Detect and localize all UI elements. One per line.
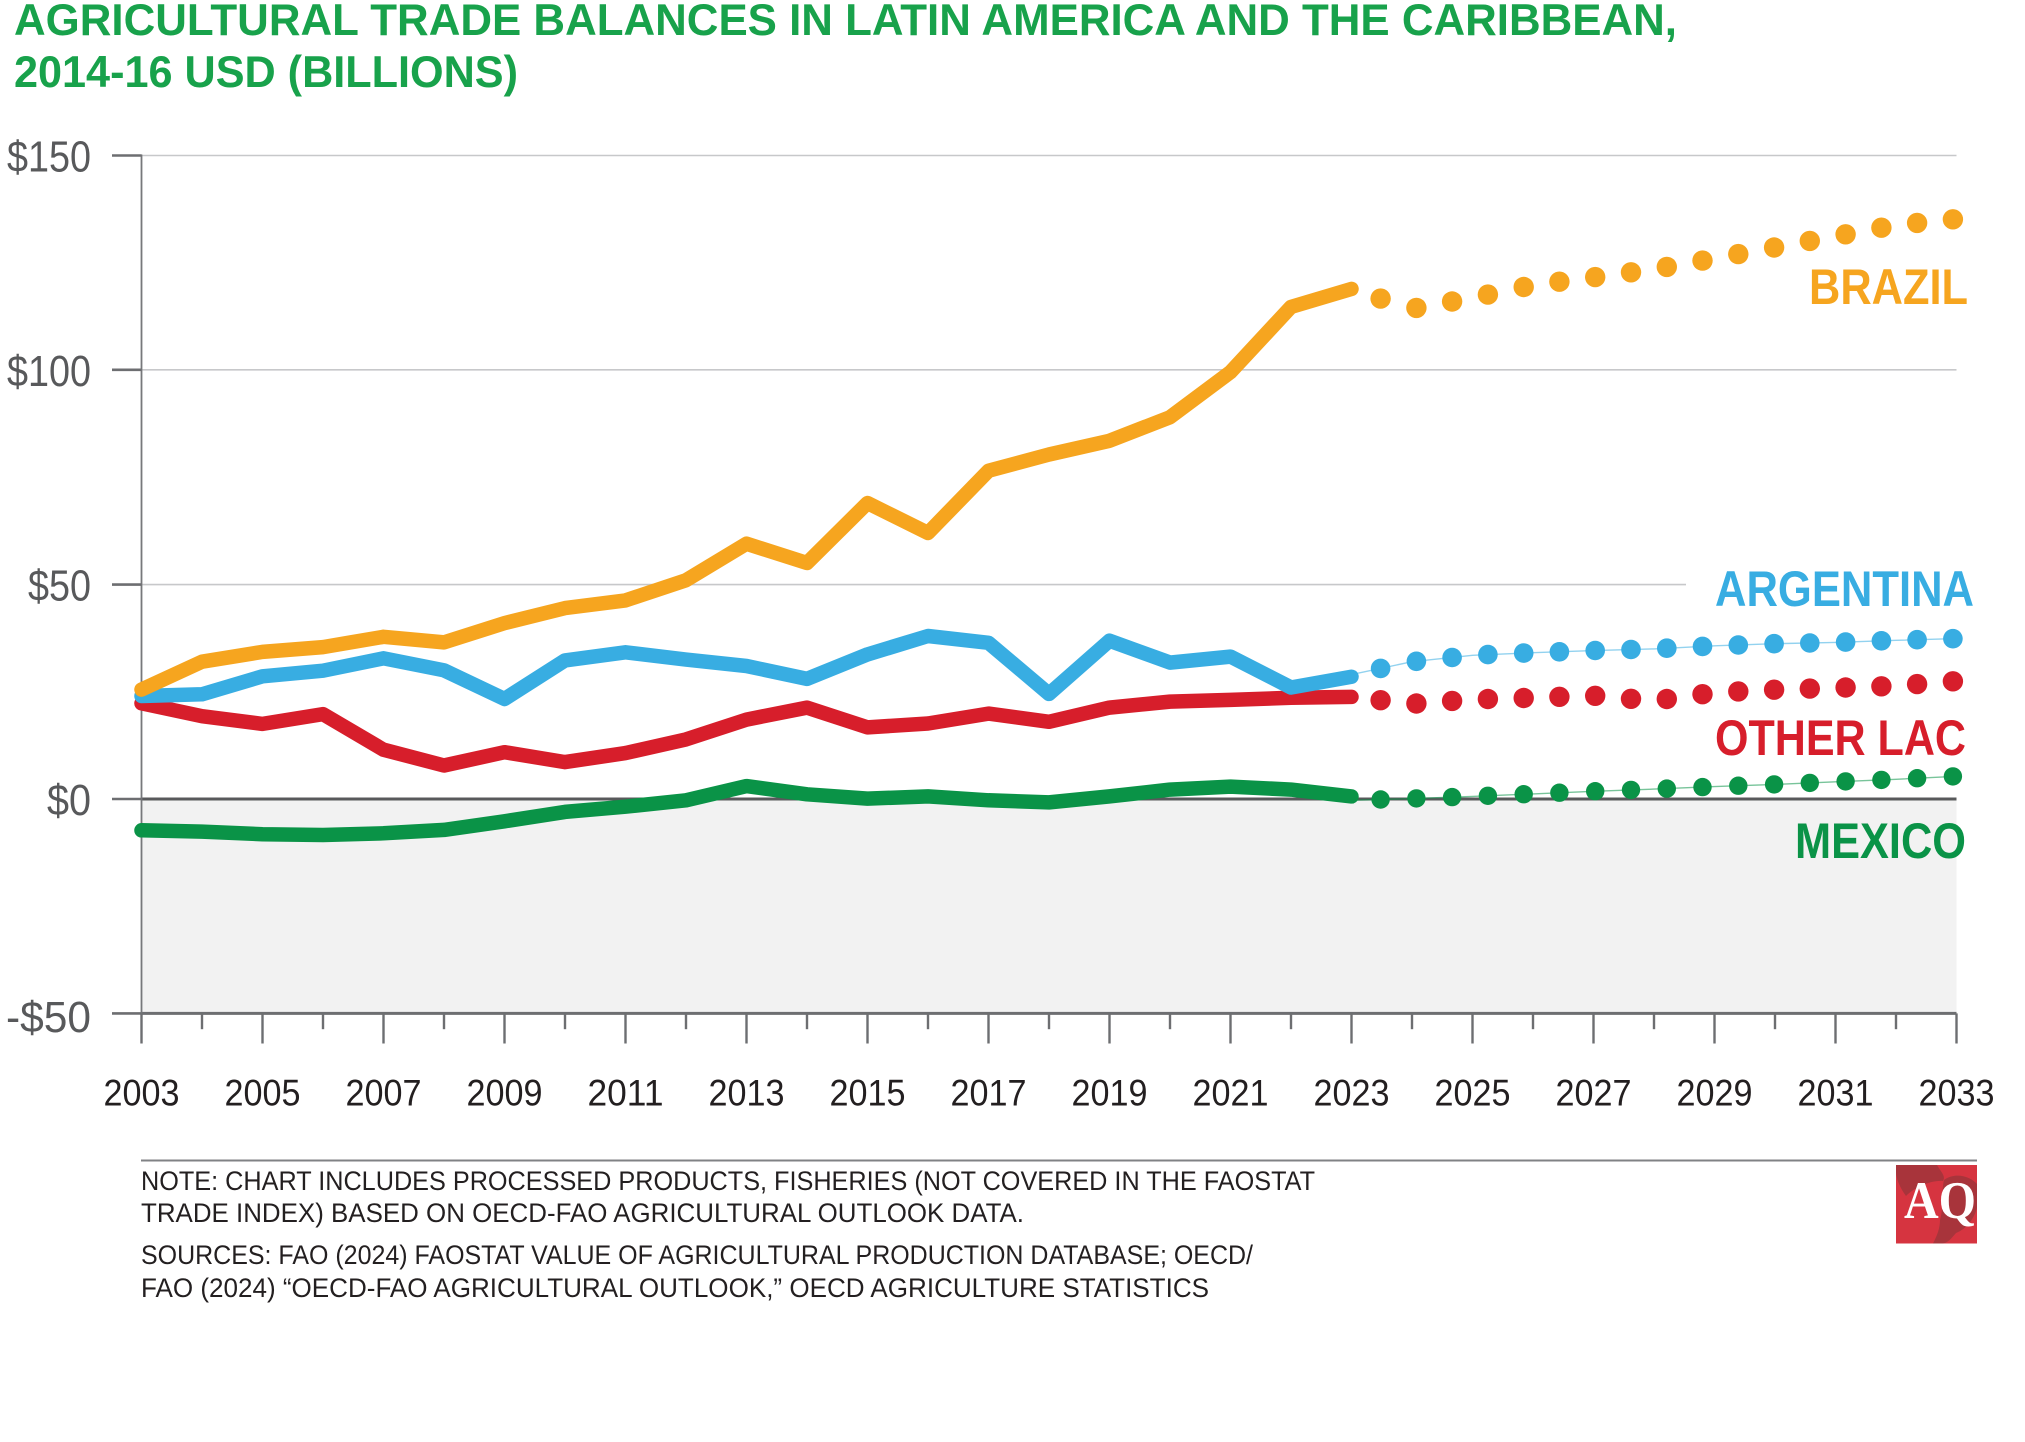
svg-text:2015: 2015 — [830, 1072, 906, 1114]
svg-text:2021: 2021 — [1193, 1072, 1269, 1114]
svg-text:$150: $150 — [7, 133, 91, 182]
svg-text:2014-16 USD (BILLIONS): 2014-16 USD (BILLIONS) — [14, 48, 518, 97]
svg-text:FAO (2024) “OECD-FAO AGRICULTU: FAO (2024) “OECD-FAO AGRICULTURAL OUTLOO… — [141, 1273, 1209, 1303]
svg-text:2027: 2027 — [1556, 1072, 1632, 1114]
svg-text:2023: 2023 — [1314, 1072, 1390, 1114]
svg-text:AQ: AQ — [1904, 1172, 1976, 1230]
svg-text:2019: 2019 — [1072, 1072, 1148, 1114]
svg-text:NOTE: CHART INCLUDES PROCESSED: NOTE: CHART INCLUDES PROCESSED PRODUCTS,… — [141, 1166, 1315, 1196]
svg-text:2003: 2003 — [104, 1072, 180, 1114]
svg-text:2005: 2005 — [225, 1072, 301, 1114]
svg-text:ARGENTINA: ARGENTINA — [1715, 561, 1974, 617]
svg-text:AGRICULTURAL TRADE BALANCES IN: AGRICULTURAL TRADE BALANCES IN LATIN AME… — [14, 0, 1677, 45]
svg-text:2033: 2033 — [1919, 1072, 1995, 1114]
svg-text:BRAZIL: BRAZIL — [1809, 259, 1968, 315]
svg-text:2007: 2007 — [346, 1072, 422, 1114]
svg-text:2017: 2017 — [951, 1072, 1027, 1114]
svg-text:2013: 2013 — [709, 1072, 785, 1114]
svg-text:2025: 2025 — [1435, 1072, 1511, 1114]
svg-text:$50: $50 — [28, 562, 91, 611]
svg-text:-$50: -$50 — [6, 993, 91, 1042]
svg-text:2031: 2031 — [1798, 1072, 1874, 1114]
svg-text:SOURCES: FAO (2024) FAOSTAT VA: SOURCES: FAO (2024) FAOSTAT VALUE OF AGR… — [141, 1240, 1254, 1270]
svg-text:2011: 2011 — [588, 1072, 664, 1114]
svg-text:TRADE INDEX) BASED ON OECD-FAO: TRADE INDEX) BASED ON OECD-FAO AGRICULTU… — [141, 1198, 1024, 1228]
svg-text:2029: 2029 — [1677, 1072, 1753, 1114]
svg-text:$0: $0 — [47, 776, 91, 825]
svg-text:OTHER LAC: OTHER LAC — [1715, 710, 1966, 766]
svg-text:$100: $100 — [7, 347, 91, 396]
svg-text:2009: 2009 — [467, 1072, 543, 1114]
svg-text:MEXICO: MEXICO — [1795, 813, 1966, 869]
